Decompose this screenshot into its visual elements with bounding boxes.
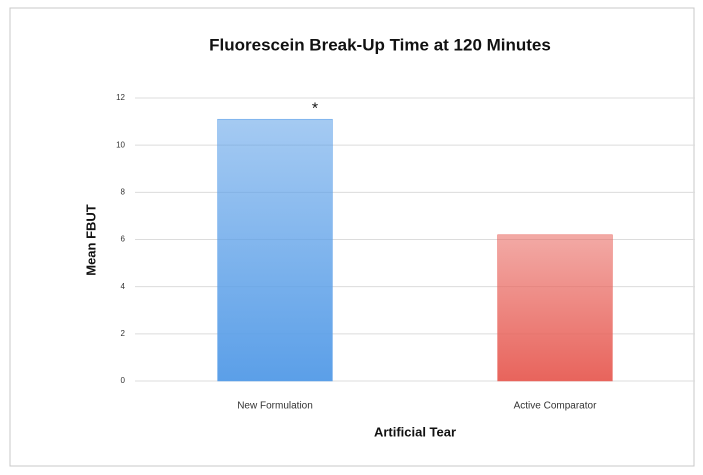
x-axis-label: Artificial Tear	[374, 424, 456, 439]
x-tick-label: Active Comparator	[514, 401, 597, 412]
bar	[497, 234, 613, 382]
y-tick-label: 10	[116, 140, 125, 149]
bar	[217, 118, 333, 382]
y-axis-label: Mean FBUT	[83, 204, 98, 276]
chart-title: Fluorescein Break-Up Time at 120 Minutes	[209, 35, 551, 54]
y-tick-label: 6	[121, 235, 126, 244]
y-tick-label: 8	[121, 187, 126, 196]
annotation: *	[312, 100, 318, 117]
y-tick-label: 12	[116, 93, 125, 102]
y-tick-label: 2	[121, 329, 126, 338]
x-tick-label: New Formulation	[237, 401, 313, 412]
y-tick-label: 4	[121, 282, 126, 291]
y-tick-label: 0	[121, 376, 126, 385]
